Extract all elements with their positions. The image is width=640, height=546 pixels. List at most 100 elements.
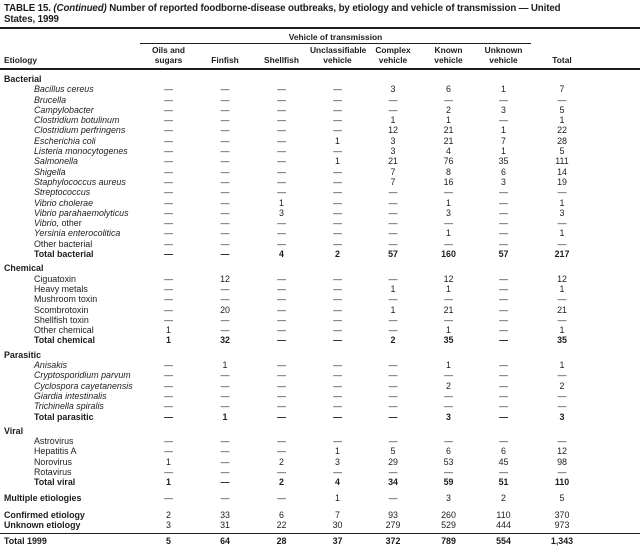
column-header-row: Etiology Oils and sugars Finfish Shellfi… <box>4 45 637 65</box>
value-cell: — <box>220 207 230 218</box>
value-cell: 21 <box>443 304 454 315</box>
etiology-label: Vibrio, other <box>4 218 140 228</box>
table-row: Anisakis — 1 — — — 1 — 1 <box>4 360 637 370</box>
value-cell: 1 <box>501 125 506 136</box>
etiology-label: Scombrotoxin <box>4 305 140 315</box>
etiology-label: Trichinella spiralis <box>4 401 140 411</box>
value-cell: — <box>277 104 286 115</box>
value-cell: — <box>164 411 173 422</box>
table-row: Trichinella spiralis — — — — — — — — <box>4 401 637 411</box>
value-cell: — <box>557 238 567 249</box>
table-row: Total 1999 5 64 28 37 372 789 554 1,343 <box>4 536 637 546</box>
value-cell: — <box>220 125 230 136</box>
continued-marker: (Continued) <box>53 3 107 14</box>
value-cell: — <box>277 146 286 157</box>
value-cell: — <box>499 115 508 126</box>
value-cell: — <box>220 135 230 146</box>
value-cell: — <box>388 94 398 105</box>
value-cell: 22 <box>276 520 287 531</box>
etiology-label-text: Streptococcus <box>34 187 91 198</box>
value-cell: — <box>164 401 173 412</box>
table-row: Clostridium perfringens — — — — 12 21 1 22 <box>4 125 637 135</box>
value-cell: — <box>333 335 342 346</box>
value-cell: — <box>444 466 453 477</box>
value-cell: — <box>164 249 173 260</box>
value-cell: — <box>164 146 173 157</box>
value-cell: 12 <box>443 273 454 284</box>
value-cell: — <box>164 466 173 477</box>
value-cell: — <box>164 273 173 284</box>
value-cell: — <box>277 125 286 136</box>
value-cell: 5 <box>559 146 565 157</box>
value-cell: — <box>333 125 342 136</box>
value-cell: — <box>164 390 173 401</box>
table-row: Shigella — — — — 7 8 6 14 <box>4 167 637 177</box>
etiology-label-text: Scombrotoxin <box>34 304 89 315</box>
value-cell: 1 <box>446 115 451 126</box>
table-header: Vehicle of transmission Etiology Oils an… <box>0 32 640 70</box>
value-cell: 3 <box>446 411 451 422</box>
value-cell: — <box>499 228 508 239</box>
value-cell: 370 <box>554 509 570 520</box>
value-cell: — <box>277 273 286 284</box>
value-cell: — <box>220 456 230 467</box>
value-cell: — <box>333 273 342 284</box>
value-cell: 1 <box>222 360 228 371</box>
table-row: Vibrio parahaemolyticus — — 3 — — 3 — 3 <box>4 208 637 218</box>
table-row: Heavy metals — — — — 1 1 — 1 <box>4 284 637 294</box>
etiology-label: Shellfish toxin <box>4 315 140 325</box>
value-cell: — <box>277 314 286 325</box>
value-cell: 1 <box>279 197 284 208</box>
value-cell: 35 <box>557 335 567 346</box>
value-cell: 3 <box>390 135 396 146</box>
value-cell: — <box>557 436 567 447</box>
value-cell: 12 <box>220 273 230 284</box>
etiology-label-text: Clostridium perfringens <box>34 125 126 136</box>
etiology-label-text: Escherichia coli <box>34 135 96 146</box>
value-cell: — <box>220 314 230 325</box>
value-cell: — <box>164 207 173 218</box>
value-cell: 1 <box>446 360 451 371</box>
value-cell: — <box>220 197 230 208</box>
table-title-line2: States, 1999 <box>4 13 59 25</box>
value-cell: 12 <box>388 125 398 136</box>
etiology-label-text: Other bacterial <box>34 238 93 249</box>
value-cell: 7 <box>335 509 340 520</box>
table-row: Total viral 1 — 2 4 34 59 51 110 <box>4 477 637 487</box>
value-cell: — <box>164 228 173 239</box>
value-cell: — <box>333 304 342 315</box>
value-cell: 16 <box>443 176 454 187</box>
etiology-label-text: Shigella <box>34 166 66 177</box>
value-cell: — <box>277 411 286 422</box>
value-cell: — <box>499 401 508 412</box>
etiology-label: Multiple etiologies <box>4 493 140 503</box>
value-cell: — <box>499 436 508 447</box>
etiology-label: Shigella <box>4 167 140 177</box>
etiology-label: Vibrio cholerae <box>4 198 140 208</box>
table-row: Astrovirus — — — — — — — — <box>4 436 637 446</box>
value-cell: 21 <box>388 156 398 167</box>
value-cell: — <box>220 401 230 412</box>
value-cell: 110 <box>554 477 570 488</box>
value-cell: — <box>499 283 508 294</box>
value-cell: 1,343 <box>550 536 574 546</box>
value-cell: 5 <box>166 536 171 546</box>
etiology-label: Streptococcus <box>4 187 140 197</box>
value-cell: 21 <box>443 125 454 136</box>
value-cell: — <box>444 94 453 105</box>
value-cell: 217 <box>554 249 570 260</box>
etiology-label-text: Norovirus <box>34 456 72 467</box>
value-cell: — <box>499 187 508 198</box>
etiology-label: Brucella <box>4 95 140 105</box>
value-cell: — <box>333 360 342 371</box>
etiology-label: Total viral <box>4 477 140 487</box>
value-cell: — <box>444 314 453 325</box>
value-cell: 1 <box>335 156 340 167</box>
etiology-label: Viral <box>4 426 140 436</box>
value-cell: — <box>164 135 173 146</box>
etiology-label-text: Cryptosporidium parvum <box>34 370 131 381</box>
value-cell: — <box>220 156 230 167</box>
etiology-label-text: Yersinia enterocolitica <box>34 228 121 239</box>
value-cell: 3 <box>166 520 171 531</box>
etiology-label-text: Brucella <box>34 94 67 105</box>
